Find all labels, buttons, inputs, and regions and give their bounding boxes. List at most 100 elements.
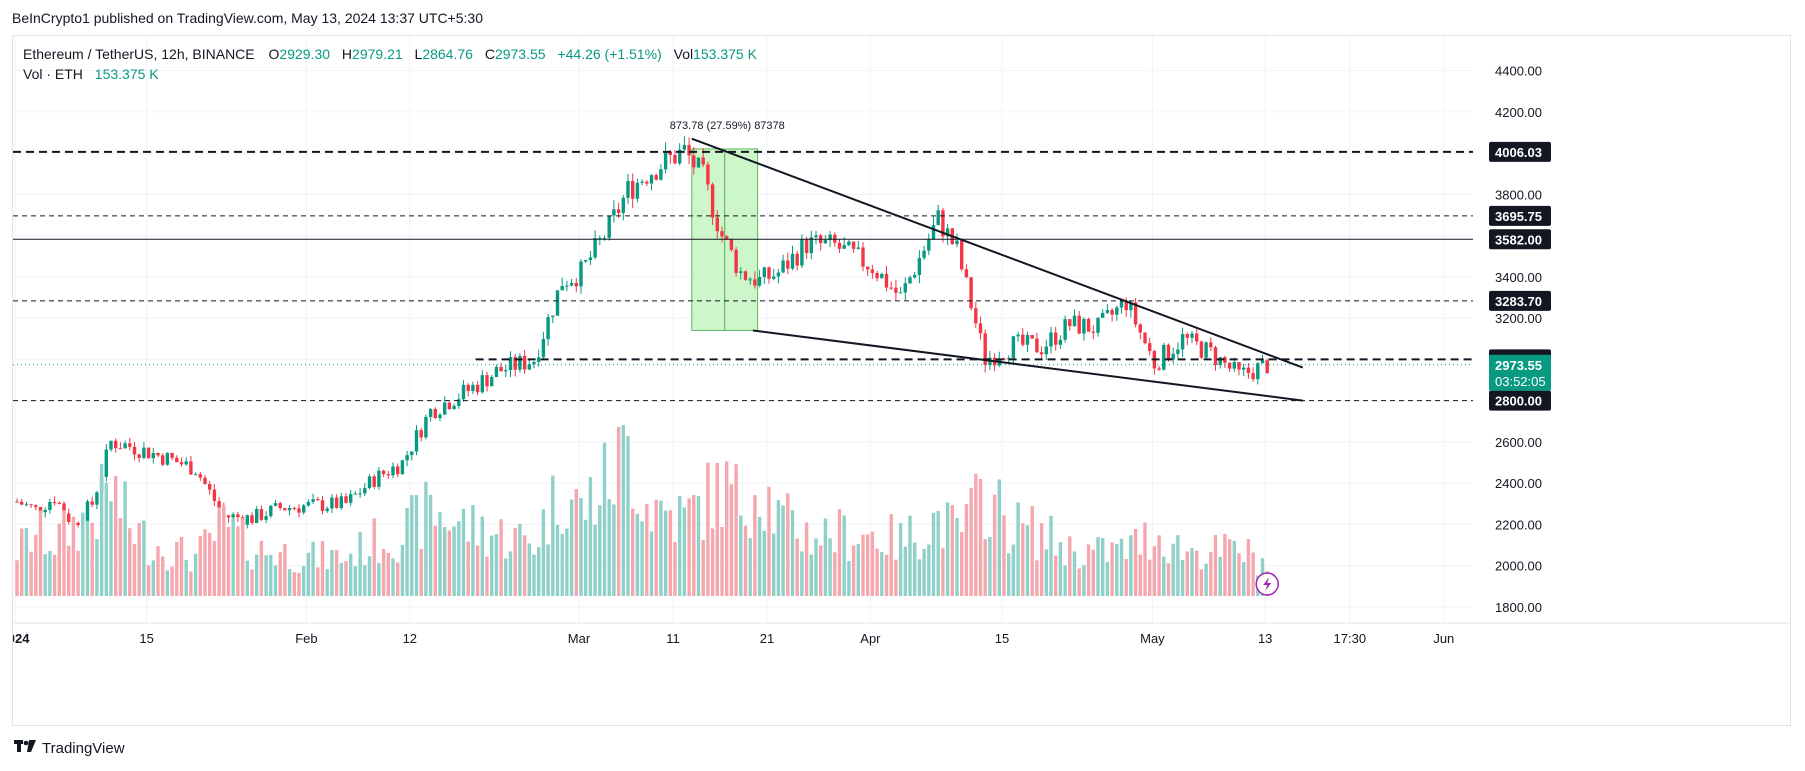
volume-bar xyxy=(1237,553,1241,596)
volume-bar xyxy=(842,515,846,596)
candle-body xyxy=(734,249,738,273)
candle-body xyxy=(1035,338,1039,353)
volume-bar xyxy=(847,561,851,596)
volume-group xyxy=(15,425,1269,596)
candle-body xyxy=(1204,342,1208,358)
volume-bar xyxy=(1072,551,1077,596)
volume-bar xyxy=(353,566,358,596)
volume-bar xyxy=(504,558,508,596)
volume-bar xyxy=(861,534,865,596)
candle-body xyxy=(828,234,832,240)
candle-body xyxy=(640,181,644,183)
candle-body xyxy=(1119,300,1124,308)
volume-bar xyxy=(461,508,466,596)
volume-bar xyxy=(913,542,917,596)
volume-bar xyxy=(57,523,61,596)
candle-body xyxy=(546,317,550,340)
candle-body xyxy=(870,269,875,273)
candle-body xyxy=(847,241,851,246)
x-tick-label: Jun xyxy=(1433,631,1454,646)
candle-body xyxy=(132,446,137,455)
volume-bar xyxy=(866,534,870,596)
volume-bar xyxy=(104,482,108,596)
legend-high-label: H xyxy=(341,46,353,62)
candle-body xyxy=(1242,367,1246,370)
volume-bar xyxy=(447,530,452,596)
candle-body xyxy=(1002,358,1006,360)
candle-body xyxy=(1218,357,1222,365)
candle-body xyxy=(1251,373,1255,380)
volume-bar xyxy=(1143,522,1147,596)
volume-bar xyxy=(1030,506,1034,596)
legend-volume-value: 153.375 K xyxy=(94,66,159,82)
candle-body xyxy=(311,499,315,502)
candle-body xyxy=(85,501,90,522)
candle-body xyxy=(208,483,212,490)
candle-body xyxy=(682,144,687,150)
candle-body xyxy=(349,494,353,503)
x-tick-label: 21 xyxy=(760,631,774,646)
candle-body xyxy=(593,238,597,258)
volume-bar xyxy=(518,523,522,596)
legend-symbol[interactable]: Ethereum / TetherUS, 12h, BINANCE xyxy=(23,46,255,62)
legend-vol-label: Vol xyxy=(673,46,694,62)
candle-body xyxy=(588,257,593,261)
volume-bar xyxy=(15,560,19,596)
volume-bar xyxy=(1002,515,1006,596)
candle-body xyxy=(678,149,682,164)
volume-bar xyxy=(663,510,668,596)
candle-body xyxy=(1223,357,1227,363)
candle-body xyxy=(532,361,536,365)
volume-bar xyxy=(1138,554,1142,596)
volume-bar xyxy=(527,543,531,596)
candle-body xyxy=(631,180,635,199)
volume-bar xyxy=(1227,539,1232,596)
volume-bar xyxy=(48,550,52,596)
volume-bar xyxy=(898,523,903,596)
candle-body xyxy=(1021,334,1025,345)
candle-body xyxy=(259,509,264,520)
volume-bar xyxy=(490,535,494,596)
volume-bar xyxy=(875,548,879,596)
candle-body xyxy=(386,474,390,476)
chart-panel[interactable]: 873.78 (27.59%) 87378 1800.00 2000.00 2200.… xyxy=(12,35,1791,726)
volume-bar xyxy=(800,551,804,596)
volume-bar xyxy=(1058,542,1063,596)
level-price-label: 3695.75 xyxy=(1495,209,1542,224)
candle-body xyxy=(302,505,306,513)
candle-body xyxy=(1082,319,1086,334)
candle-body xyxy=(1157,368,1161,370)
volume-bar xyxy=(471,505,475,596)
volume-bar xyxy=(790,510,795,596)
candle-body xyxy=(508,357,513,371)
volume-bar xyxy=(574,489,578,596)
volume-bar xyxy=(52,554,57,596)
y-tick-label: 2600.00 xyxy=(1495,435,1542,450)
x-tick-label: Mar xyxy=(568,631,591,646)
candle-body xyxy=(659,169,663,180)
candle-body xyxy=(255,509,259,523)
legend-low-label: L xyxy=(414,46,423,62)
candle-body xyxy=(823,239,828,244)
candle-body xyxy=(692,155,696,168)
volume-bar xyxy=(1086,544,1091,596)
candle-body xyxy=(1265,360,1269,374)
y-tick-label: 2000.00 xyxy=(1495,559,1542,574)
candle-body xyxy=(438,414,442,419)
legend-volume-label[interactable]: Vol · ETH xyxy=(23,66,83,82)
candle-body xyxy=(443,402,447,415)
volume-bar xyxy=(819,545,823,596)
volume-bar xyxy=(616,426,621,596)
volume-bar xyxy=(297,572,301,596)
candle-body xyxy=(753,279,757,286)
chart-canvas[interactable]: 873.78 (27.59%) 87378 1800.00 2000.00 2200.… xyxy=(13,36,1791,726)
tradingview-brand[interactable]: TradingView xyxy=(14,739,125,757)
volume-bar xyxy=(569,499,574,596)
candle-body xyxy=(316,499,320,501)
candle-body xyxy=(1129,302,1133,311)
candle-body xyxy=(537,357,541,362)
candle-body xyxy=(607,215,611,238)
alert-bolt-glyph xyxy=(1263,577,1272,591)
volume-bar xyxy=(222,505,226,596)
volume-bar xyxy=(29,551,33,596)
